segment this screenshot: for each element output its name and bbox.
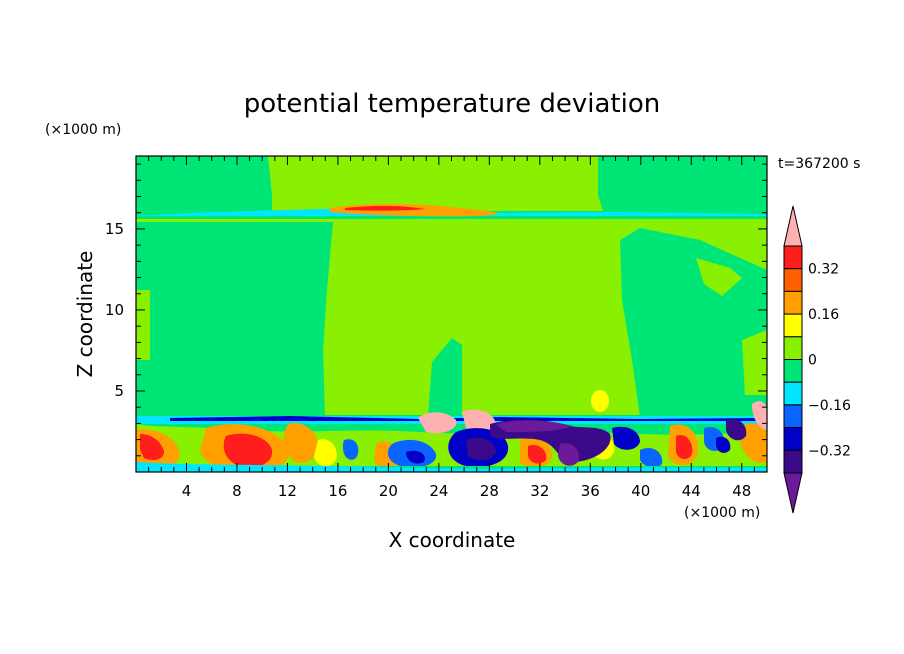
y-unit-label: (×1000 m) xyxy=(45,122,121,138)
x-tick-label: 32 xyxy=(530,482,549,500)
colorbar-segment xyxy=(783,449,803,474)
x-tick-label: 28 xyxy=(480,482,499,500)
chart-title: potential temperature deviation xyxy=(244,89,660,119)
colorbar-label: 0 xyxy=(808,353,817,369)
x-tick-label: 12 xyxy=(278,482,297,500)
colorbar-segment xyxy=(783,268,803,292)
colorbar-label: 0.16 xyxy=(808,307,839,323)
y-tick-label: 15 xyxy=(105,220,124,238)
x-tick-label: 48 xyxy=(732,482,751,500)
colorbar: 0.32 0.16 0 −0.16 −0.32 xyxy=(783,205,851,514)
colorbar-segment xyxy=(783,336,803,360)
colorbar-label: −0.16 xyxy=(808,398,851,414)
y-axis-label: Z coordinate xyxy=(73,251,97,378)
colorbar-label: 0.32 xyxy=(808,262,839,278)
x-tick-label: 40 xyxy=(631,482,650,500)
x-unit-label: (×1000 m) xyxy=(684,505,760,521)
colorbar-label: −0.32 xyxy=(808,443,851,459)
x-tick-label: 24 xyxy=(429,482,448,500)
time-label: t=367200 s xyxy=(778,156,860,172)
heatmap-field xyxy=(136,156,767,472)
y-tick-label: 10 xyxy=(105,301,124,319)
x-tick-label: 4 xyxy=(182,482,192,500)
colorbar-segment xyxy=(783,427,803,451)
x-tick-label: 20 xyxy=(379,482,398,500)
colorbar-segment xyxy=(783,245,803,270)
colorbar-segment xyxy=(783,404,803,429)
colorbar-extend-max xyxy=(783,205,803,247)
y-tick-label: 5 xyxy=(114,382,124,400)
x-axis-label: X coordinate xyxy=(389,528,516,552)
x-tick-label: 16 xyxy=(328,482,347,500)
x-tick-label: 36 xyxy=(581,482,600,500)
colorbar-segment xyxy=(783,313,803,338)
x-tick-label: 44 xyxy=(682,482,701,500)
x-tick-label: 8 xyxy=(232,482,242,500)
colorbar-segment xyxy=(783,290,803,315)
colorbar-segment xyxy=(783,359,803,383)
colorbar-segment xyxy=(783,381,803,406)
colorbar-extend-min xyxy=(783,472,803,514)
